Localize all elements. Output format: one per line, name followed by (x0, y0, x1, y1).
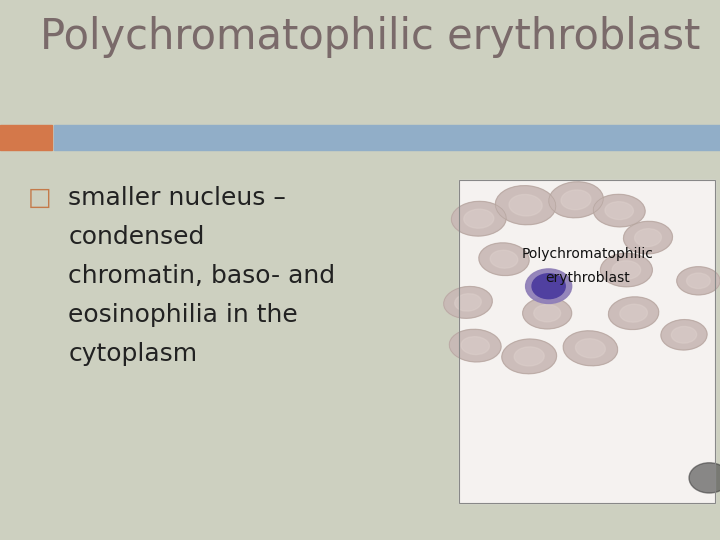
Ellipse shape (449, 329, 501, 362)
Ellipse shape (620, 304, 647, 322)
Bar (54, 125, 720, 150)
Ellipse shape (608, 297, 659, 329)
Ellipse shape (523, 298, 572, 329)
Bar (0, 125, 52, 150)
Text: chromatin, baso- and: chromatin, baso- and (68, 264, 336, 288)
Circle shape (532, 274, 565, 299)
Ellipse shape (605, 201, 634, 220)
Ellipse shape (534, 305, 561, 322)
Ellipse shape (454, 294, 482, 311)
Text: cytoplasm: cytoplasm (68, 342, 197, 366)
Text: Polychromatophilic: Polychromatophilic (521, 247, 653, 261)
Ellipse shape (502, 339, 557, 374)
Ellipse shape (561, 190, 591, 210)
Ellipse shape (624, 221, 672, 254)
Ellipse shape (600, 253, 652, 287)
Ellipse shape (444, 287, 492, 318)
Ellipse shape (464, 209, 494, 228)
Ellipse shape (490, 250, 518, 268)
Text: condensed: condensed (68, 225, 204, 249)
Ellipse shape (671, 327, 697, 343)
Ellipse shape (451, 201, 506, 236)
Ellipse shape (634, 228, 662, 247)
Ellipse shape (661, 320, 707, 350)
Ellipse shape (612, 261, 641, 279)
Ellipse shape (677, 267, 720, 295)
Ellipse shape (563, 331, 618, 366)
Bar (459, 180, 715, 503)
Ellipse shape (549, 182, 603, 218)
Ellipse shape (514, 347, 544, 366)
Ellipse shape (687, 273, 710, 288)
Ellipse shape (461, 336, 490, 355)
Ellipse shape (479, 243, 529, 275)
Bar (459, 180, 715, 503)
Text: eosinophilia in the: eosinophilia in the (68, 303, 298, 327)
Text: erythroblast: erythroblast (545, 272, 629, 285)
Text: smaller nucleus –: smaller nucleus – (68, 186, 287, 210)
Ellipse shape (495, 186, 556, 225)
Text: □: □ (27, 186, 51, 210)
Text: Polychromatophilic erythroblast: Polychromatophilic erythroblast (40, 16, 700, 58)
Ellipse shape (593, 194, 645, 227)
Ellipse shape (509, 194, 542, 216)
Circle shape (526, 269, 572, 303)
Ellipse shape (575, 339, 606, 358)
Circle shape (689, 463, 720, 493)
